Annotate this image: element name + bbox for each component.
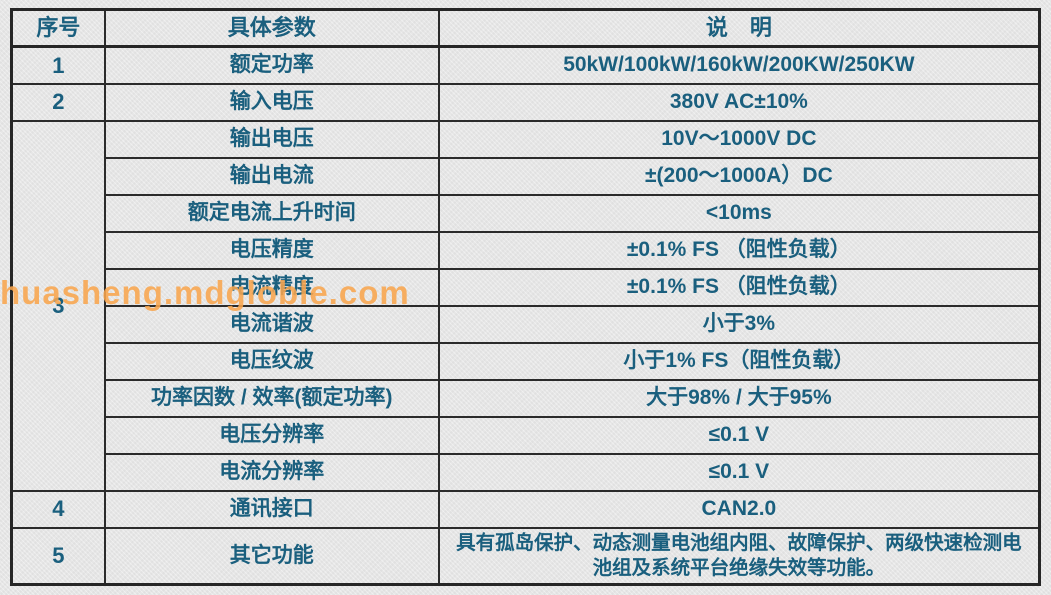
header-desc: 说 明	[437, 8, 1041, 48]
cell-param: 电压精度	[103, 230, 440, 270]
cell-param: 输出电流	[103, 156, 440, 196]
cell-param: 电流分辨率	[103, 452, 440, 492]
cell-no: 2	[10, 82, 106, 122]
cell-desc: ±0.1% FS （阻性负载）	[437, 230, 1041, 270]
cell-param: 输入电压	[103, 82, 440, 122]
table-row: 功率因数 / 效率(额定功率) 大于98% / 大于95%	[12, 378, 1041, 418]
cell-param: 输出电压	[103, 119, 440, 159]
spec-table-header: 序号 具体参数 说 明	[10, 8, 1041, 48]
cell-desc: <10ms	[437, 193, 1041, 233]
table-row: 4 通讯接口 CAN2.0	[10, 489, 1041, 529]
table-row: 3 输出电压 10V～1000V DC	[10, 119, 1041, 492]
table-row: 5 其它功能 具有孤岛保护、动态测量电池组内阻、故障保护、两级快速检测电池组及系…	[10, 526, 1041, 586]
cell-desc: ±(200～1000A）DC	[437, 156, 1041, 196]
spec-table: 序号 具体参数 说 明 1 额定功率 50kW/100kW/160kW/200K…	[10, 8, 1041, 587]
cell-param: 电压分辨率	[103, 415, 440, 455]
cell-desc: 小于1% FS（阻性负载）	[437, 341, 1041, 381]
table-row: 1 额定功率 50kW/100kW/160kW/200KW/250KW	[10, 45, 1041, 85]
cell-no: 4	[10, 489, 106, 529]
cell-param: 额定功率	[103, 45, 440, 85]
table-row: 电压分辨率 ≤0.1 V	[12, 415, 1041, 455]
cell-no: 1	[10, 45, 106, 85]
cell-desc: 小于3%	[437, 304, 1041, 344]
cell-desc: 380V AC±10%	[437, 82, 1041, 122]
table-row: 电压精度 ±0.1% FS （阻性负载）	[12, 230, 1041, 270]
cell-param: 额定电流上升时间	[103, 193, 440, 233]
cell-param: 电流精度	[103, 267, 440, 307]
spec-table-body: 1 额定功率 50kW/100kW/160kW/200KW/250KW 2 输入…	[10, 45, 1041, 586]
cell-param: 电流谐波	[103, 304, 440, 344]
cell-desc: ≤0.1 V	[437, 452, 1041, 492]
cell-no-merged: 3	[10, 119, 106, 492]
cell-no: 5	[10, 526, 106, 586]
header-row: 序号 具体参数 说 明	[10, 8, 1041, 48]
table-row: 电流谐波 小于3%	[12, 304, 1041, 344]
cell-param: 通讯接口	[103, 489, 440, 529]
cell-desc: 大于98% / 大于95%	[437, 378, 1041, 418]
table-row: 电压纹波 小于1% FS（阻性负载）	[12, 341, 1041, 381]
cell-desc: 10V～1000V DC	[437, 119, 1041, 159]
cell-desc: CAN2.0	[437, 489, 1041, 529]
table-row: 额定电流上升时间 <10ms	[12, 193, 1041, 233]
table-row: 电流精度 ±0.1% FS （阻性负载）	[12, 267, 1041, 307]
cell-desc: 具有孤岛保护、动态测量电池组内阻、故障保护、两级快速检测电池组及系统平台绝缘失效…	[437, 526, 1041, 586]
cell-param: 功率因数 / 效率(额定功率)	[103, 378, 440, 418]
cell-desc: ±0.1% FS （阻性负载）	[437, 267, 1041, 307]
header-no: 序号	[10, 8, 106, 48]
header-param: 具体参数	[103, 8, 440, 48]
cell-param: 电压纹波	[103, 341, 440, 381]
table-row: 电流分辨率 ≤0.1 V	[12, 452, 1041, 492]
cell-param: 其它功能	[103, 526, 440, 586]
table-row: 输出电流 ±(200～1000A）DC	[12, 156, 1041, 196]
cell-desc: ≤0.1 V	[437, 415, 1041, 455]
cell-desc: 50kW/100kW/160kW/200KW/250KW	[437, 45, 1041, 85]
table-row: 2 输入电压 380V AC±10%	[10, 82, 1041, 122]
